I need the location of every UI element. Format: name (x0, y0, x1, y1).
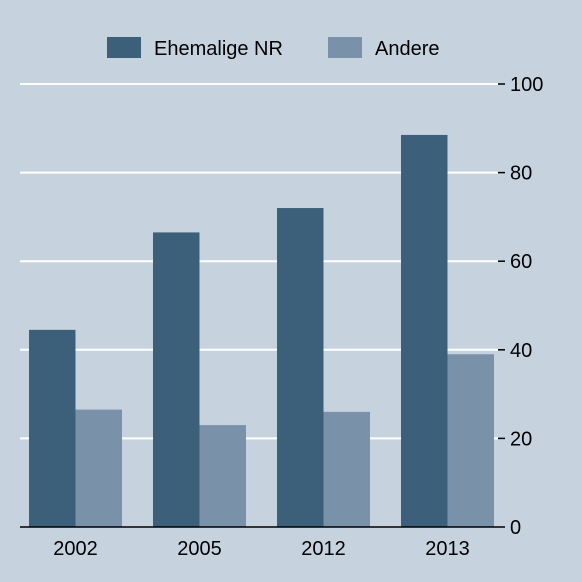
y-tick-label: 40 (510, 340, 532, 362)
y-tick-label: 100 (510, 74, 543, 96)
legend-swatch-ehemalige-nr (107, 37, 141, 58)
bar-ehemalige-nr-2005 (153, 232, 200, 527)
legend-label-ehemalige-nr: Ehemalige NR (154, 38, 283, 60)
y-tick-label: 60 (510, 251, 532, 273)
bar-ehemalige-nr-2012 (277, 208, 324, 528)
x-tick-label: 2012 (301, 538, 346, 560)
y-tick-label: 20 (510, 428, 532, 450)
x-axis-ticks: 2002 2005 2012 2013 (53, 538, 470, 560)
x-tick-label: 2013 (425, 538, 470, 560)
legend-label-andere: Andere (375, 38, 440, 60)
bar-ehemalige-nr-2013 (401, 134, 448, 527)
y-tick-label: 0 (510, 517, 521, 539)
x-tick-label: 2002 (53, 538, 98, 560)
legend: Ehemalige NR Andere (107, 37, 440, 60)
bar-ehemalige-nr-2002 (29, 329, 76, 527)
bar-andere-2012 (323, 411, 370, 527)
bar-andere-2002 (75, 409, 122, 527)
x-tick-label: 2005 (177, 538, 222, 560)
bar-andere-2005 (199, 425, 246, 527)
y-axis-ticks: 0 20 40 60 80 100 (498, 74, 543, 539)
bar-andere-2013 (447, 354, 494, 527)
y-tick-label: 80 (510, 163, 532, 185)
bars (29, 134, 494, 528)
legend-swatch-andere (328, 37, 362, 58)
